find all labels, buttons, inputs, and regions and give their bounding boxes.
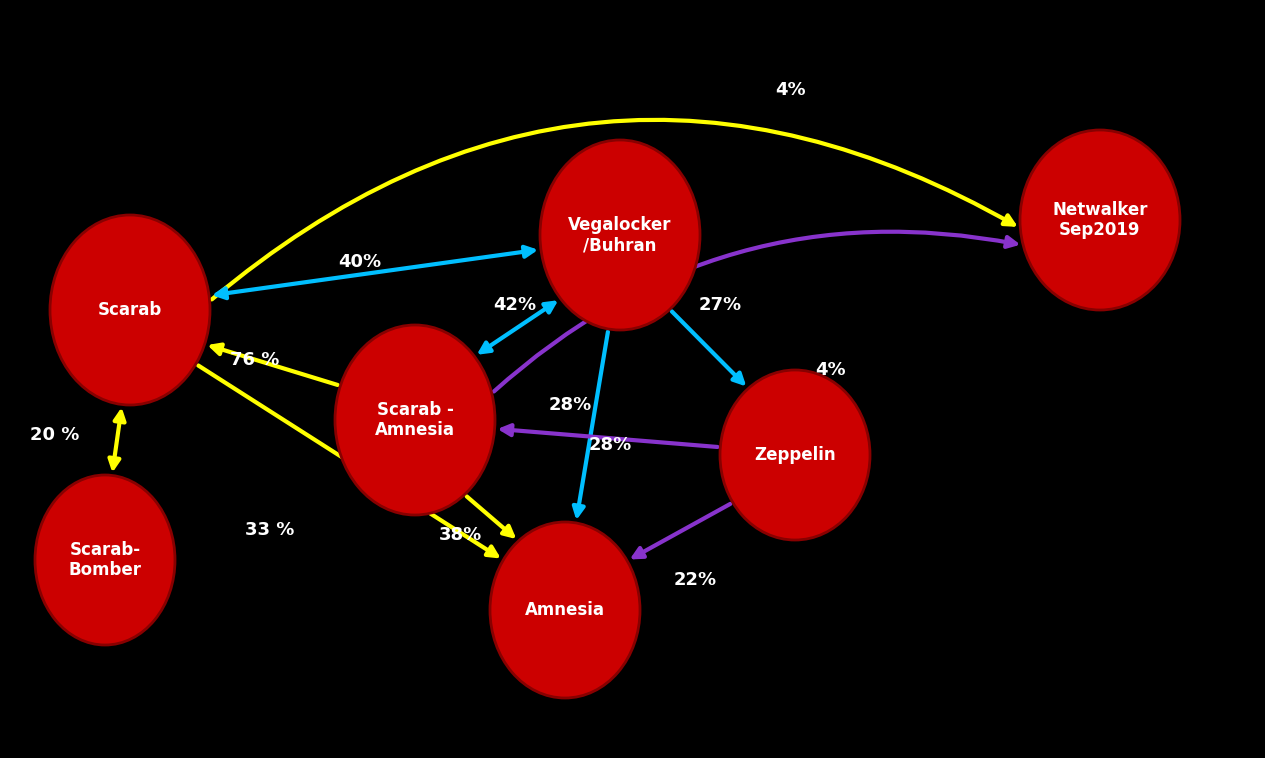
Text: Zeppelin: Zeppelin [754, 446, 836, 464]
Text: 42%: 42% [493, 296, 536, 314]
Text: 40%: 40% [339, 253, 382, 271]
FancyArrowPatch shape [574, 332, 608, 515]
Text: Vegalocker
/Buhran: Vegalocker /Buhran [568, 215, 672, 255]
Text: 38%: 38% [439, 526, 482, 544]
FancyArrowPatch shape [110, 412, 124, 468]
FancyArrowPatch shape [493, 232, 1016, 392]
Ellipse shape [35, 475, 175, 645]
FancyArrowPatch shape [467, 496, 512, 536]
FancyArrowPatch shape [481, 302, 554, 352]
Text: 4%: 4% [815, 361, 845, 379]
FancyArrowPatch shape [672, 312, 743, 384]
Ellipse shape [51, 215, 210, 405]
FancyArrowPatch shape [211, 120, 1013, 299]
Text: 28%: 28% [548, 396, 592, 414]
FancyArrowPatch shape [216, 247, 534, 298]
Ellipse shape [335, 325, 495, 515]
Text: 22%: 22% [673, 571, 716, 589]
Text: 28%: 28% [588, 436, 631, 454]
Text: Scarab-
Bomber: Scarab- Bomber [68, 540, 142, 579]
Text: 33 %: 33 % [245, 521, 295, 539]
Text: 27%: 27% [698, 296, 741, 314]
Text: 4%: 4% [774, 81, 806, 99]
Ellipse shape [490, 522, 640, 698]
Text: Scarab -
Amnesia: Scarab - Amnesia [374, 400, 455, 440]
FancyArrowPatch shape [211, 345, 338, 385]
FancyArrowPatch shape [199, 365, 497, 556]
Text: 76 %: 76 % [230, 351, 280, 369]
FancyArrowPatch shape [634, 504, 730, 557]
Ellipse shape [540, 140, 700, 330]
Ellipse shape [1020, 130, 1180, 310]
Text: Netwalker
Sep2019: Netwalker Sep2019 [1052, 201, 1147, 240]
Ellipse shape [720, 370, 870, 540]
Text: 20 %: 20 % [30, 426, 80, 444]
FancyArrowPatch shape [502, 425, 717, 447]
Text: Amnesia: Amnesia [525, 601, 605, 619]
Text: Scarab: Scarab [97, 301, 162, 319]
